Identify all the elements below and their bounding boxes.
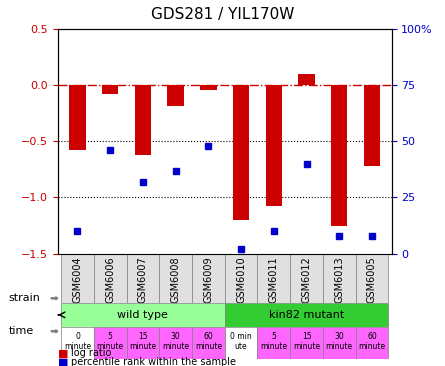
FancyBboxPatch shape [323, 327, 356, 359]
Text: GSM6013: GSM6013 [334, 256, 344, 303]
Text: GSM6006: GSM6006 [105, 256, 115, 303]
Text: strain: strain [9, 293, 41, 303]
Text: ■: ■ [58, 348, 69, 358]
FancyBboxPatch shape [323, 254, 356, 303]
Text: GSM6012: GSM6012 [302, 256, 312, 303]
FancyBboxPatch shape [94, 254, 126, 303]
Bar [233, 85, 249, 220]
Bar [69, 85, 85, 150]
Bar [135, 85, 151, 155]
Text: 15
minute: 15 minute [129, 332, 157, 351]
Text: log ratio: log ratio [71, 348, 112, 358]
Text: 30
minute: 30 minute [326, 332, 353, 351]
Text: percentile rank within the sample: percentile rank within the sample [71, 357, 236, 366]
Text: 60
minute: 60 minute [358, 332, 385, 351]
Bar [102, 85, 118, 94]
Text: 0 min
ute: 0 min ute [230, 332, 252, 351]
Text: ■: ■ [58, 357, 69, 366]
Text: GSM6010: GSM6010 [236, 256, 246, 303]
Text: kin82 mutant: kin82 mutant [269, 310, 344, 320]
Bar [200, 85, 217, 90]
Text: GSM6008: GSM6008 [170, 256, 181, 303]
FancyBboxPatch shape [159, 327, 192, 359]
Text: GSM6005: GSM6005 [367, 256, 377, 303]
Text: GSM6007: GSM6007 [138, 256, 148, 303]
Text: GSM6004: GSM6004 [73, 256, 82, 303]
Bar [298, 74, 315, 85]
FancyBboxPatch shape [126, 327, 159, 359]
FancyBboxPatch shape [290, 327, 323, 359]
Bar [266, 85, 282, 206]
FancyBboxPatch shape [94, 327, 126, 359]
Text: 15
minute: 15 minute [293, 332, 320, 351]
Text: wild type: wild type [117, 310, 168, 320]
Bar [167, 85, 184, 105]
Text: 5
minute: 5 minute [260, 332, 287, 351]
Text: 0
minute: 0 minute [64, 332, 91, 351]
FancyBboxPatch shape [356, 254, 388, 303]
Text: 30
minute: 30 minute [162, 332, 189, 351]
FancyBboxPatch shape [61, 303, 225, 327]
FancyBboxPatch shape [225, 303, 388, 327]
FancyBboxPatch shape [356, 327, 388, 359]
FancyBboxPatch shape [126, 254, 159, 303]
FancyBboxPatch shape [225, 254, 258, 303]
Text: time: time [9, 326, 34, 336]
FancyBboxPatch shape [159, 254, 192, 303]
Text: GDS281 / YIL170W: GDS281 / YIL170W [151, 7, 294, 22]
Text: GSM6011: GSM6011 [269, 256, 279, 303]
Text: 5
minute: 5 minute [97, 332, 124, 351]
FancyBboxPatch shape [290, 254, 323, 303]
FancyBboxPatch shape [258, 327, 290, 359]
FancyBboxPatch shape [192, 254, 225, 303]
Bar [331, 85, 348, 225]
FancyBboxPatch shape [258, 254, 290, 303]
FancyBboxPatch shape [192, 327, 225, 359]
Bar [364, 85, 380, 166]
Text: GSM6009: GSM6009 [203, 256, 213, 303]
Text: 60
minute: 60 minute [195, 332, 222, 351]
FancyBboxPatch shape [225, 327, 258, 359]
FancyBboxPatch shape [61, 254, 94, 303]
FancyBboxPatch shape [61, 327, 94, 359]
